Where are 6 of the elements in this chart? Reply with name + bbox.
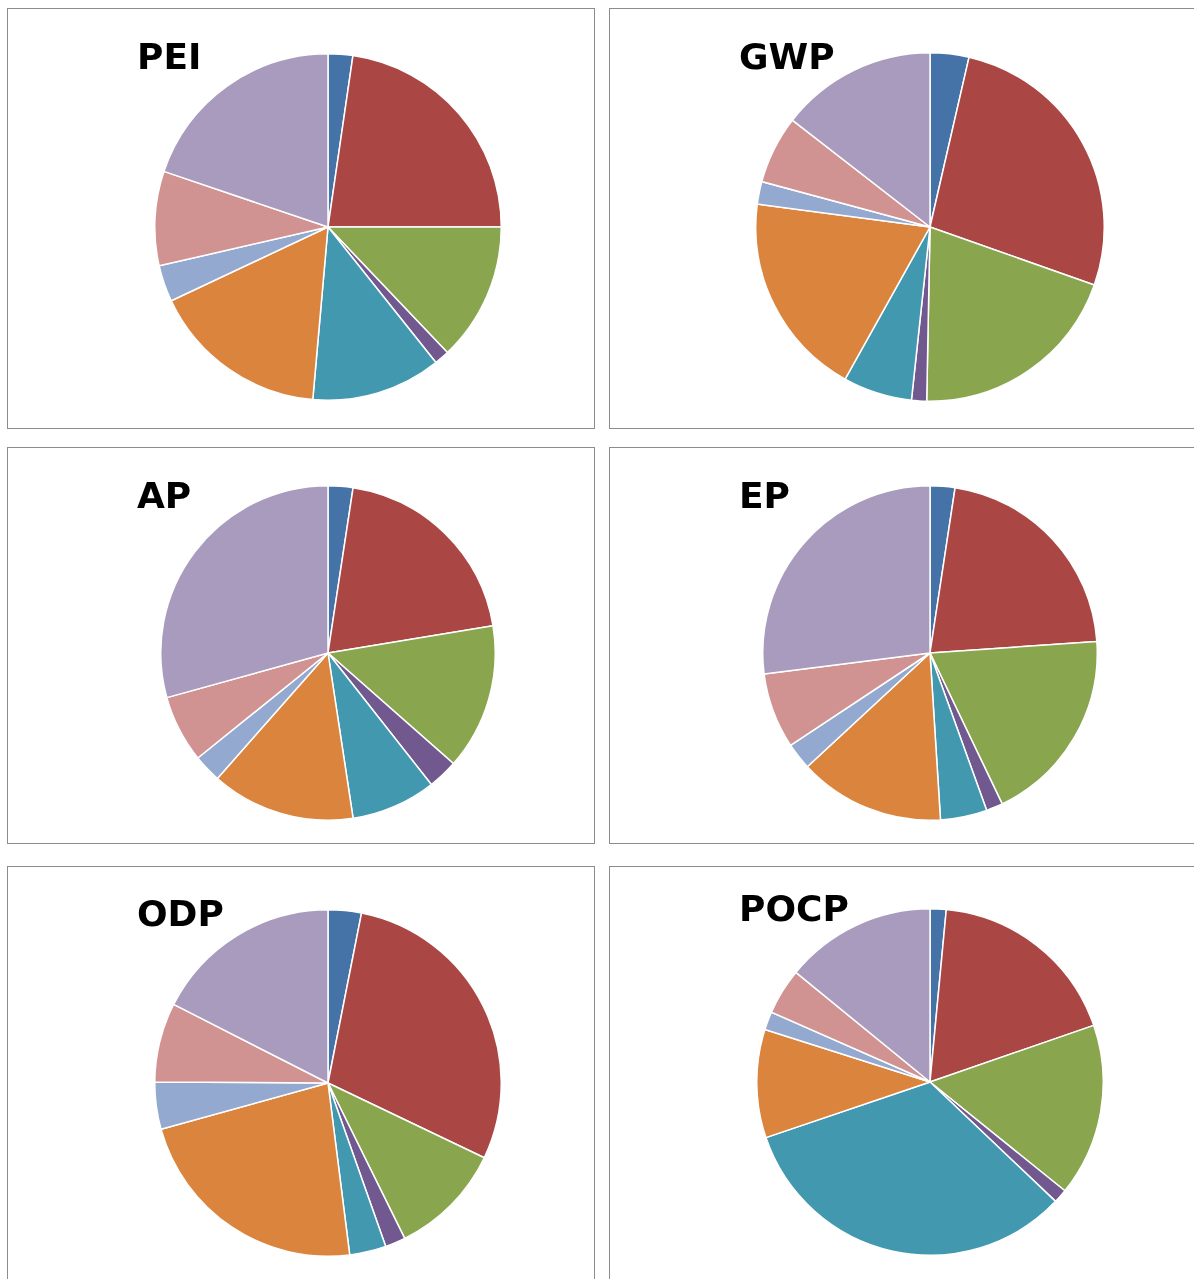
chart-title: ODP: [137, 893, 224, 934]
chart-title: AP: [137, 475, 192, 516]
chart-title: EP: [739, 475, 790, 516]
chart-title: PEI: [137, 36, 202, 77]
chart-title: POCP: [739, 888, 849, 929]
chart-title: GWP: [739, 36, 835, 77]
